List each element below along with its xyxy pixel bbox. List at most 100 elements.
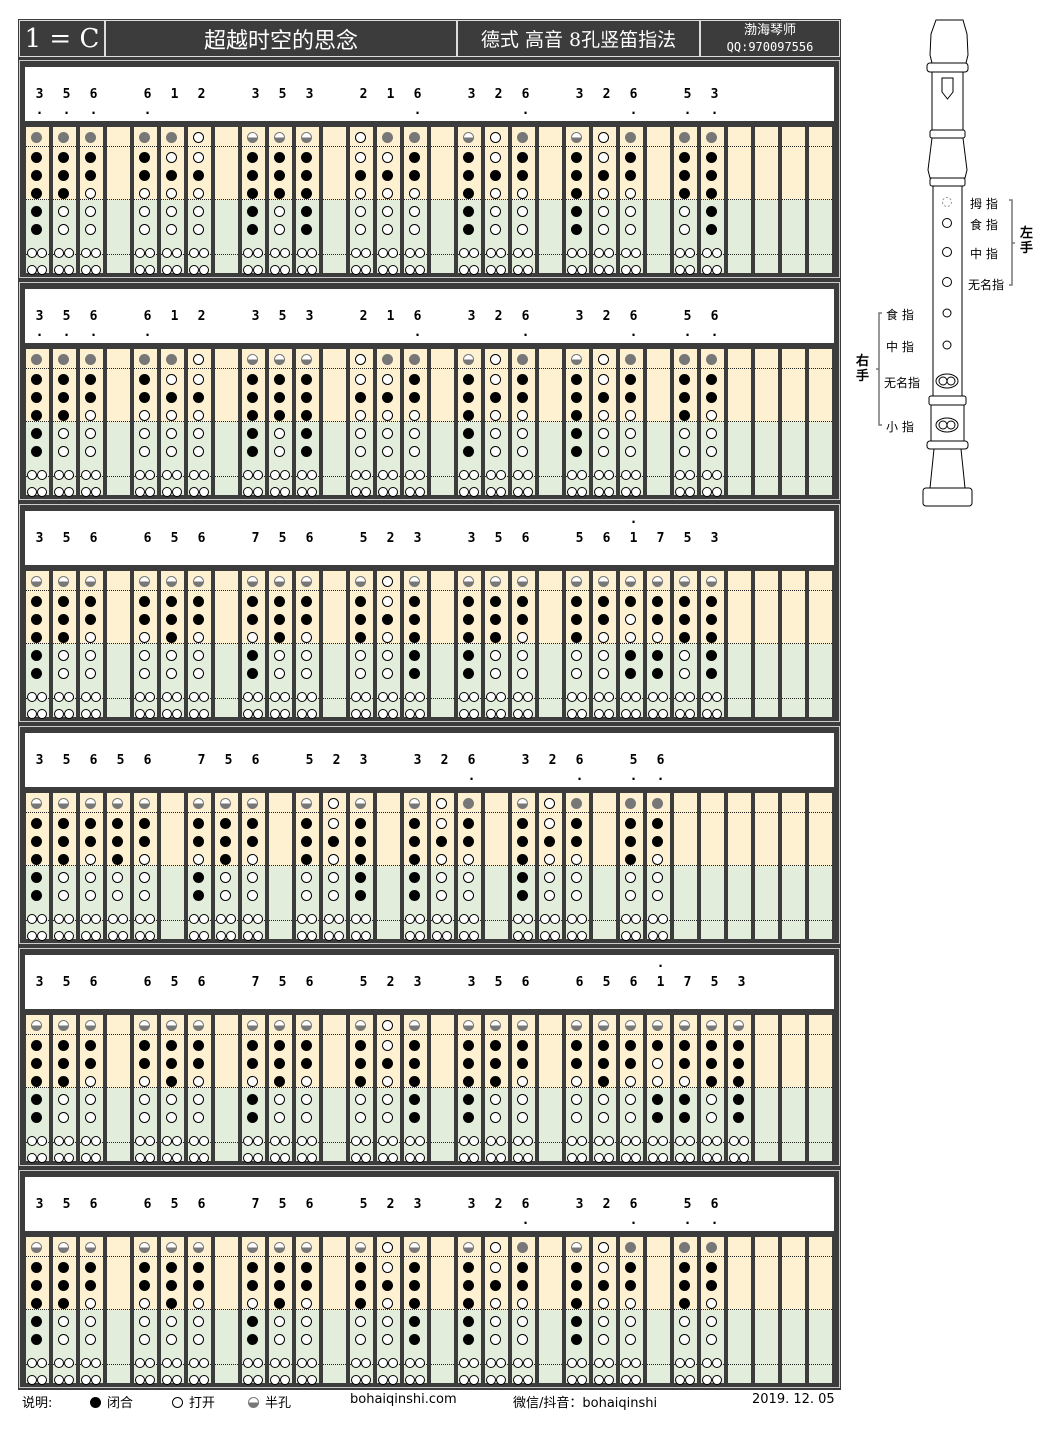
fingering-column: [78, 571, 105, 719]
open-hole-icon: [409, 410, 420, 421]
open-hole-icon: [490, 1112, 501, 1123]
dotted-divider: [431, 146, 454, 147]
open-hole-icon: [706, 410, 717, 421]
closed-hole-icon: [571, 428, 582, 439]
dotted-divider: [512, 199, 535, 200]
open-hole-icon: [598, 374, 609, 385]
double-hole-icon: [135, 687, 156, 702]
thumb-hole-icon: [598, 1242, 609, 1253]
double-hole-icon: [297, 1131, 318, 1146]
dotted-divider: [404, 1309, 427, 1310]
note-number: 5: [575, 531, 584, 546]
note-number: 5: [359, 531, 368, 546]
low-octave-dot: .: [685, 325, 690, 339]
dotted-divider: [242, 1087, 265, 1088]
half-hole-icon: [139, 576, 150, 587]
open-hole-icon: [598, 650, 609, 661]
thumb-hole-icon: [58, 132, 69, 143]
dotted-divider: [539, 1034, 562, 1035]
closed-hole-icon: [193, 890, 204, 901]
open-hole-icon: [247, 854, 258, 865]
open-hole-icon: [679, 206, 690, 217]
fingering-column: [24, 349, 51, 497]
fingering-column: [672, 127, 699, 275]
closed-hole-icon: [679, 1094, 690, 1105]
closed-hole-icon: [301, 854, 312, 865]
open-hole-icon: [706, 428, 717, 439]
open-hole-icon: [139, 1094, 150, 1105]
half-hole-icon: [58, 1242, 69, 1253]
empty-column: [537, 571, 564, 717]
fingering-column: [267, 571, 294, 719]
dotted-divider: [80, 590, 103, 591]
double-hole-icon: [378, 1148, 399, 1163]
dotted-divider: [134, 1256, 157, 1257]
half-hole-icon: [274, 354, 285, 365]
closed-hole-icon: [571, 1334, 582, 1345]
website-link[interactable]: bohaiqinshi.com: [350, 1392, 457, 1407]
dotted-divider: [458, 146, 481, 147]
half-hole-icon: [31, 576, 42, 587]
closed-hole-icon: [355, 872, 366, 883]
closed-hole-icon: [31, 890, 42, 901]
dotted-divider: [377, 421, 400, 422]
closed-hole-icon: [706, 224, 717, 235]
half-hole-icon: [247, 576, 258, 587]
double-hole-icon: [702, 465, 723, 480]
closed-hole-icon: [355, 1280, 366, 1291]
dotted-divider: [701, 1256, 724, 1257]
note-number: 5: [683, 309, 692, 324]
low-octave-dot: .: [685, 103, 690, 117]
dotted-divider: [161, 920, 184, 921]
closed-hole-icon: [679, 1058, 690, 1069]
dotted-divider: [107, 590, 130, 591]
double-hole-icon: [135, 482, 156, 497]
dotted-divider: [782, 421, 805, 422]
dotted-divider: [296, 1256, 319, 1257]
dotted-divider: [755, 590, 778, 591]
closed-hole-icon: [247, 188, 258, 199]
double-hole-icon: [81, 1148, 102, 1163]
dotted-divider: [134, 1309, 157, 1310]
closed-hole-icon: [679, 596, 690, 607]
fingering-column: [591, 1237, 618, 1385]
note-number: 6: [143, 975, 152, 990]
fingering-column: [186, 571, 213, 719]
closed-hole-icon: [355, 392, 366, 403]
note-number: 2: [197, 87, 206, 102]
dotted-divider: [80, 1087, 103, 1088]
closed-hole-icon: [625, 1040, 636, 1051]
half-hole-icon: [274, 1242, 285, 1253]
dotted-divider: [161, 421, 184, 422]
open-hole-icon: [166, 446, 177, 457]
dotted-divider: [539, 1087, 562, 1088]
dotted-divider: [728, 1034, 751, 1035]
closed-hole-icon: [31, 152, 42, 163]
dotted-divider: [80, 643, 103, 644]
thumb-hole-icon: [382, 354, 393, 365]
dotted-divider: [701, 812, 724, 813]
chart-subtitle: 德式 高音 8孔竖笛指法: [457, 20, 700, 57]
dotted-divider: [242, 865, 265, 866]
closed-hole-icon: [58, 632, 69, 643]
closed-hole-icon: [409, 818, 420, 829]
dotted-divider: [404, 812, 427, 813]
double-hole-icon: [594, 243, 615, 258]
dotted-divider: [323, 812, 346, 813]
dotted-divider: [431, 1034, 454, 1035]
note-number: 6: [602, 531, 611, 546]
half-hole-icon: [463, 132, 474, 143]
note-number: 2: [197, 309, 206, 324]
fingering-column: [510, 793, 537, 941]
open-hole-icon: [274, 668, 285, 679]
empty-column: [213, 349, 240, 495]
dotted-divider: [485, 146, 508, 147]
note-number: 6: [575, 975, 584, 990]
closed-hole-icon: [58, 614, 69, 625]
half-hole-icon: [301, 1020, 312, 1031]
double-hole-icon: [162, 687, 183, 702]
closed-hole-icon: [247, 614, 258, 625]
fingering-column: [78, 1015, 105, 1163]
double-hole-icon: [621, 687, 642, 702]
open-hole-icon: [301, 650, 312, 661]
